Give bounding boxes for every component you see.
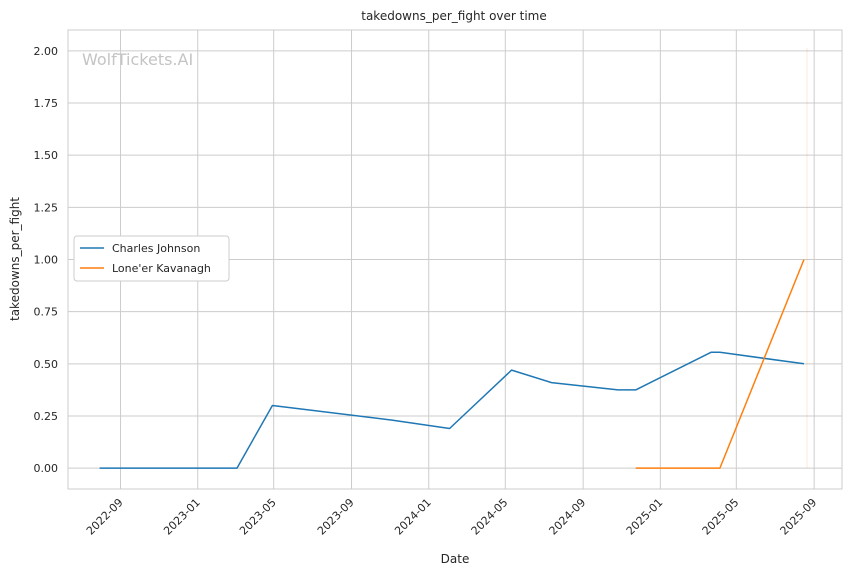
x-tick-label: 2025-09 [778, 496, 820, 538]
x-tick-label: 2022-09 [84, 496, 126, 538]
series-layer [99, 259, 805, 469]
x-tick-label: 2024-09 [547, 496, 589, 538]
x-axis-ticks: 2022-09 2023-01 2023-05 2023-09 2024-01 2024-… [84, 496, 819, 538]
legend-label-loneer-kavanagh: Lone'er Kavanagh [112, 262, 211, 275]
chart-title: takedowns_per_fight over time [361, 9, 547, 23]
y-tick-label: 1.00 [34, 254, 59, 267]
y-tick-label: 1.50 [34, 149, 59, 162]
y-tick-label: 0.75 [34, 306, 59, 319]
x-tick-label: 2025-05 [700, 496, 742, 538]
watermark: WolfTickets.AI [82, 50, 193, 69]
y-tick-label: 0.25 [34, 410, 59, 423]
legend: Charles Johnson Lone'er Kavanagh [73, 235, 230, 282]
y-tick-label: 1.25 [34, 201, 59, 214]
y-tick-label: 1.75 [34, 97, 59, 110]
x-tick-label: 2023-05 [237, 496, 279, 538]
y-axis-label: takedowns_per_fight [8, 197, 22, 321]
y-tick-label: 0.00 [34, 462, 59, 475]
x-tick-label: 2025-01 [624, 496, 666, 538]
legend-label-charles-johnson: Charles Johnson [112, 242, 200, 255]
x-tick-label: 2023-01 [161, 496, 203, 538]
y-tick-label: 2.00 [34, 45, 59, 58]
series-line-charles-johnson [99, 351, 805, 469]
x-tick-label: 2024-05 [469, 496, 511, 538]
y-tick-label: 0.50 [34, 358, 59, 371]
x-axis-label: Date [441, 552, 470, 566]
x-tick-label: 2023-09 [315, 496, 357, 538]
legend-box [73, 235, 230, 282]
series-line-lone-er-kavanagh [635, 259, 805, 469]
x-tick-label: 2024-01 [392, 496, 434, 538]
y-axis-ticks: 0.00 0.25 0.50 0.75 1.00 1.25 1.50 1.75 2.00 [34, 45, 59, 475]
